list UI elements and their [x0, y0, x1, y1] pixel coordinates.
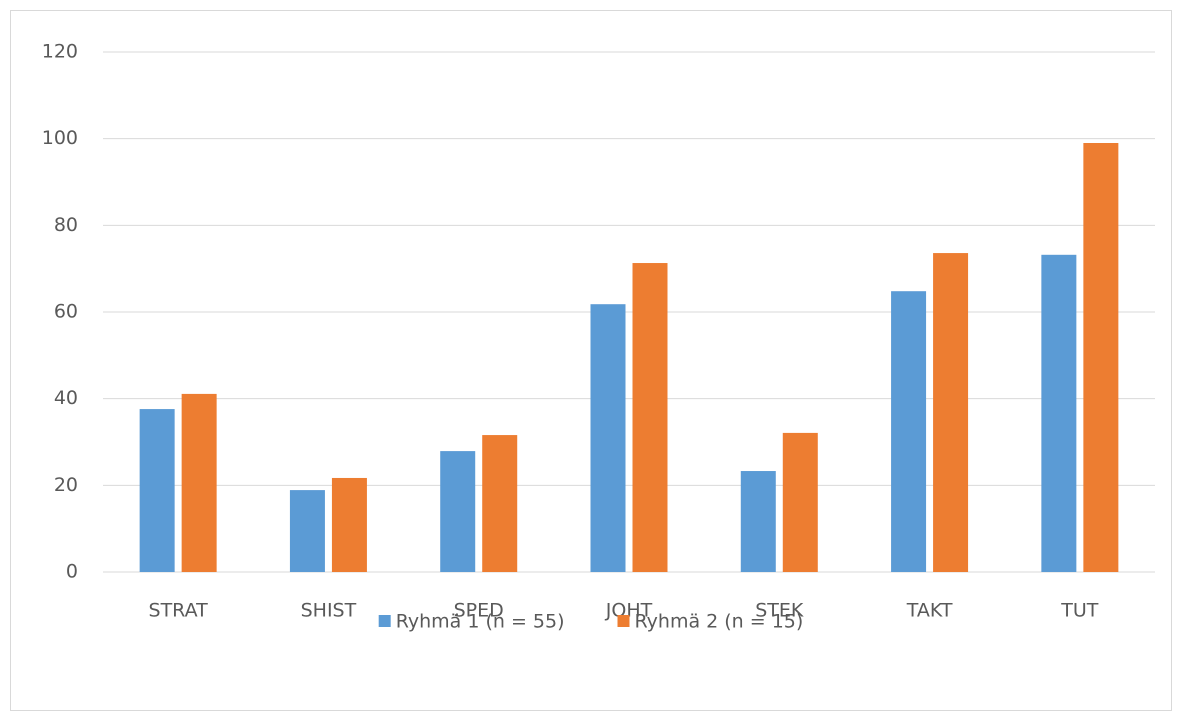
- y-tick-label: 100: [42, 127, 78, 149]
- legend-label: Ryhmä 1 (n = 55): [396, 611, 565, 633]
- bar: [482, 435, 518, 572]
- bar: [139, 409, 175, 572]
- x-tick-label: TAKT: [906, 600, 953, 622]
- y-tick-label: 20: [54, 474, 78, 496]
- bar: [181, 393, 217, 572]
- bar: [1041, 254, 1077, 573]
- legend-label: Ryhmä 2 (n = 15): [635, 611, 804, 633]
- bar: [740, 471, 776, 572]
- legend-swatch: [378, 615, 391, 627]
- bar: [440, 451, 476, 572]
- x-tick-label: SPED: [454, 600, 504, 622]
- bar: [1083, 143, 1119, 572]
- y-tick-label: 120: [42, 41, 78, 63]
- x-tick-label: STRAT: [149, 600, 209, 622]
- x-tick-label: TUT: [1060, 600, 1099, 622]
- x-tick-label: STEK: [755, 600, 804, 622]
- bar: [632, 263, 668, 572]
- x-tick-label: SHIST: [301, 600, 357, 622]
- y-tick-label: 60: [54, 301, 78, 323]
- bar: [782, 432, 818, 572]
- x-tick-label: JOHT: [605, 600, 653, 622]
- bar: [289, 490, 325, 572]
- y-tick-label: 0: [66, 561, 78, 583]
- legend-swatch: [617, 615, 630, 627]
- bar: [891, 291, 927, 572]
- bar: [331, 477, 367, 572]
- y-tick-label: 40: [54, 387, 78, 409]
- y-tick-label: 80: [54, 214, 78, 236]
- bar: [933, 253, 969, 573]
- bar: [590, 304, 626, 572]
